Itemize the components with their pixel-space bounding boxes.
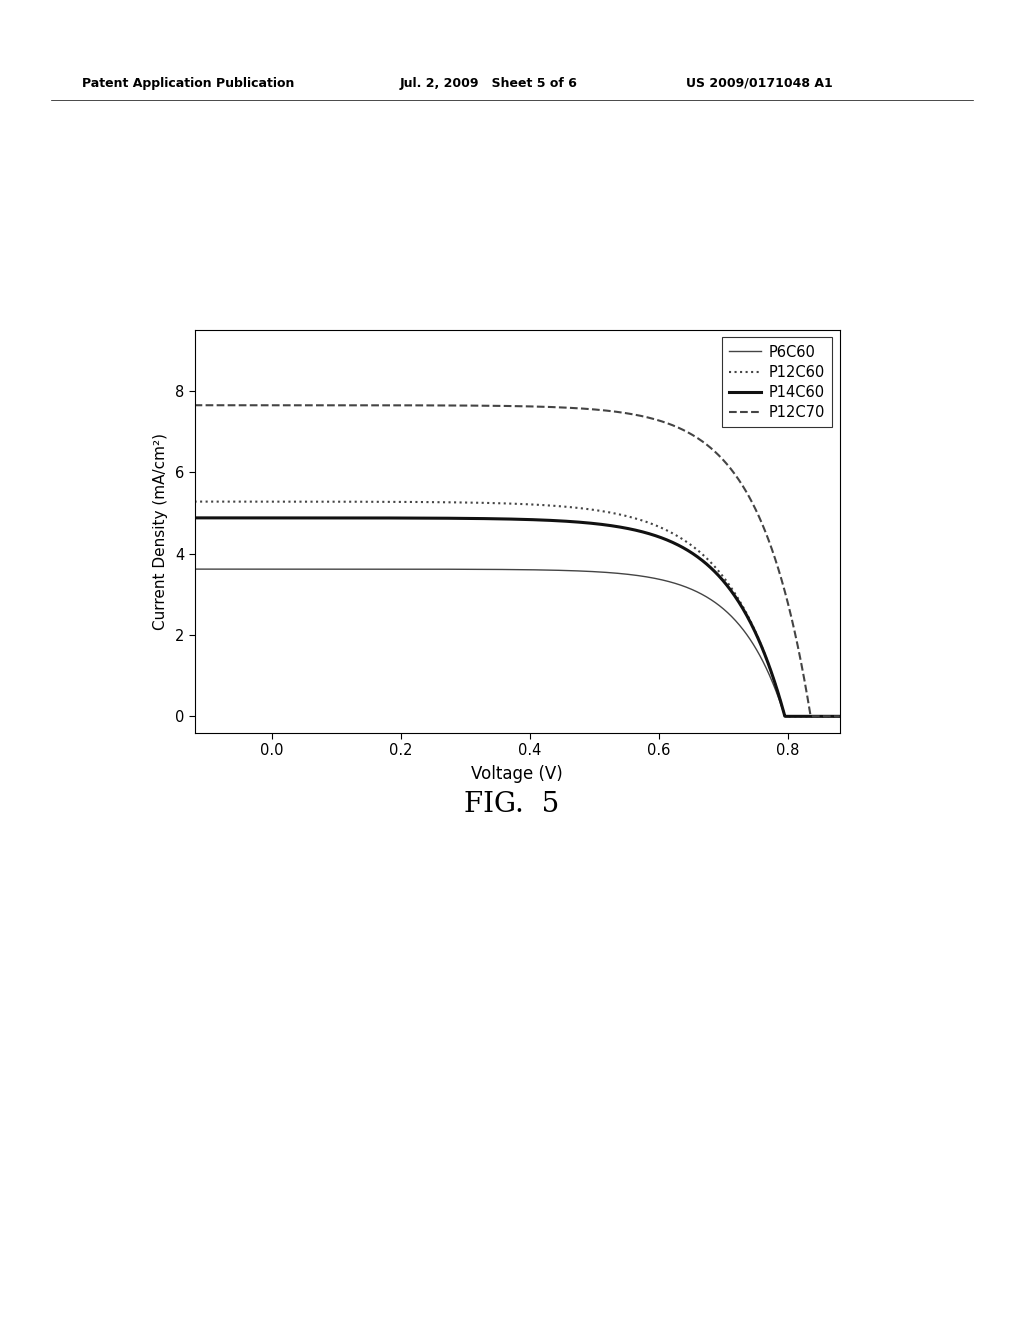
P6C60 xyxy=(743,631,756,647)
P14C60 xyxy=(743,614,756,630)
Legend: P6C60, P12C60, P14C60, P12C70: P6C60, P12C60, P14C60, P12C70 xyxy=(722,338,833,428)
P6C60 xyxy=(580,564,592,579)
P12C60 xyxy=(228,494,241,510)
X-axis label: Voltage (V): Voltage (V) xyxy=(471,766,563,783)
Line: P12C60: P12C60 xyxy=(195,502,840,717)
P12C60 xyxy=(779,709,792,725)
P14C60 xyxy=(779,709,792,725)
Line: P6C60: P6C60 xyxy=(195,569,840,717)
Line: P14C60: P14C60 xyxy=(195,517,840,717)
P12C60 xyxy=(678,532,690,548)
P12C70 xyxy=(228,397,241,413)
P14C60 xyxy=(228,510,241,525)
P12C70 xyxy=(563,400,575,416)
Line: P12C70: P12C70 xyxy=(195,405,840,717)
P12C60 xyxy=(563,499,575,515)
P6C60 xyxy=(599,565,611,581)
P6C60 xyxy=(563,562,575,578)
P12C60 xyxy=(599,504,611,520)
P12C60 xyxy=(188,494,201,510)
P14C60 xyxy=(599,517,611,533)
P12C70 xyxy=(834,709,846,725)
Text: Jul. 2, 2009   Sheet 5 of 6: Jul. 2, 2009 Sheet 5 of 6 xyxy=(399,77,578,90)
P12C60 xyxy=(580,500,592,516)
P12C70 xyxy=(188,397,201,413)
P14C60 xyxy=(580,515,592,531)
P14C60 xyxy=(188,510,201,525)
P12C70 xyxy=(580,401,592,417)
P12C70 xyxy=(599,403,611,418)
Text: FIG.  5: FIG. 5 xyxy=(464,791,560,818)
Text: Patent Application Publication: Patent Application Publication xyxy=(82,77,294,90)
P6C60 xyxy=(228,561,241,577)
P6C60 xyxy=(678,578,690,594)
P12C60 xyxy=(743,612,756,628)
Y-axis label: Current Density (mA/cm²): Current Density (mA/cm²) xyxy=(153,433,168,630)
P12C70 xyxy=(678,422,690,438)
P6C60 xyxy=(188,561,201,577)
P12C70 xyxy=(743,491,756,507)
P14C60 xyxy=(834,709,846,725)
P12C60 xyxy=(834,709,846,725)
P14C60 xyxy=(563,513,575,529)
P12C70 xyxy=(805,709,817,725)
Text: US 2009/0171048 A1: US 2009/0171048 A1 xyxy=(686,77,833,90)
P14C60 xyxy=(678,540,690,556)
P6C60 xyxy=(779,709,792,725)
P6C60 xyxy=(834,709,846,725)
